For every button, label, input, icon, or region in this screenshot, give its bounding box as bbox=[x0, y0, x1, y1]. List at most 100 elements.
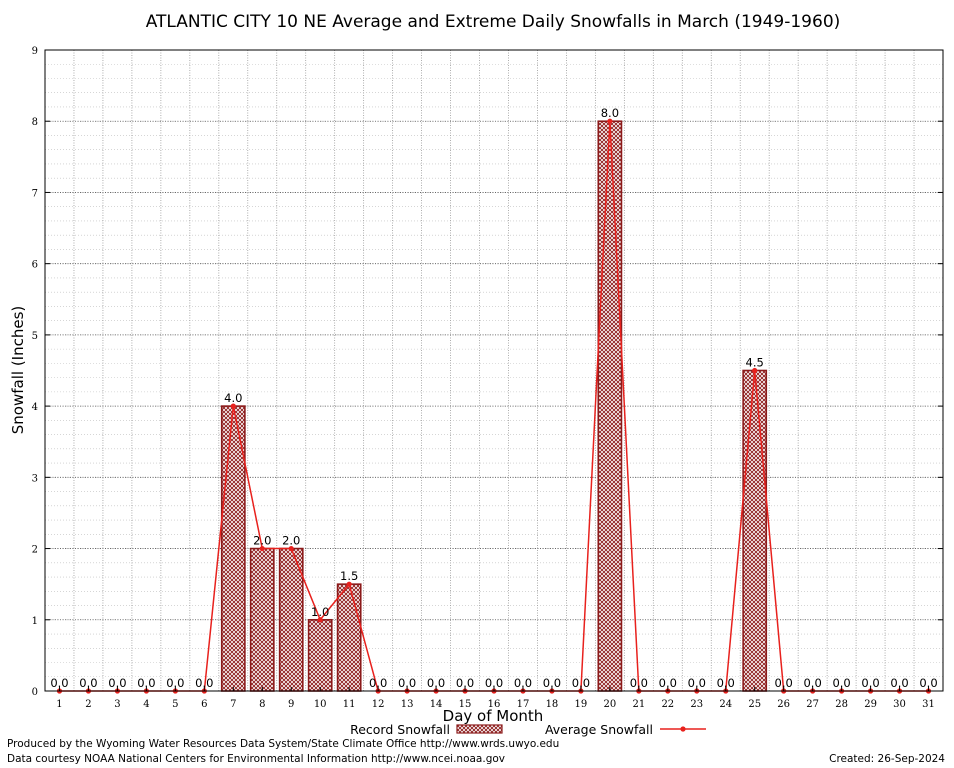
x-tick-label: 1 bbox=[56, 699, 62, 710]
x-tick-label: 19 bbox=[575, 699, 588, 710]
average-snowfall-point bbox=[317, 617, 323, 623]
x-tick-label: 28 bbox=[835, 699, 848, 710]
y-tick-label: 1 bbox=[32, 616, 38, 627]
data-label: 0.0 bbox=[456, 676, 474, 690]
data-label: 0.0 bbox=[166, 676, 184, 690]
data-label: 4.0 bbox=[224, 391, 242, 405]
average-snowfall-point bbox=[346, 581, 352, 587]
x-tick-label: 29 bbox=[864, 699, 877, 710]
x-tick-label: 3 bbox=[114, 699, 120, 710]
x-tick-label: 31 bbox=[922, 699, 935, 710]
data-label: 0.0 bbox=[717, 676, 735, 690]
legend: Record Snowfall Average Snowfall bbox=[350, 722, 706, 737]
y-tick-label: 4 bbox=[32, 402, 38, 413]
data-label: 0.0 bbox=[630, 676, 648, 690]
x-tick-label: 12 bbox=[372, 699, 385, 710]
x-tick-label: 4 bbox=[143, 699, 149, 710]
plot-border bbox=[44, 49, 944, 692]
data-label: 0.0 bbox=[427, 676, 445, 690]
x-tick-label: 23 bbox=[690, 699, 703, 710]
footer-courtesy: Data courtesy NOAA National Centers for … bbox=[7, 753, 506, 765]
data-label: 0.0 bbox=[398, 676, 416, 690]
grid-lines bbox=[45, 49, 943, 692]
data-label: 0.0 bbox=[369, 676, 387, 690]
x-tick-label: 24 bbox=[719, 699, 732, 710]
footer-created: Created: 26-Sep-2024 bbox=[829, 753, 945, 765]
data-label: 0.0 bbox=[485, 676, 503, 690]
x-tick-label: 11 bbox=[343, 699, 356, 710]
x-tick-label: 18 bbox=[546, 699, 559, 710]
data-label: 0.0 bbox=[195, 676, 213, 690]
data-label: 0.0 bbox=[514, 676, 532, 690]
x-tick-label: 14 bbox=[430, 699, 443, 710]
x-tick-label: 26 bbox=[777, 699, 790, 710]
y-tick-label: 8 bbox=[32, 117, 38, 128]
x-tick-label: 17 bbox=[517, 699, 530, 710]
x-axis-label: Day of Month bbox=[443, 707, 544, 725]
average-snowfall-point bbox=[230, 403, 236, 409]
data-label: 4.5 bbox=[746, 356, 764, 370]
record-snowfall-bar bbox=[249, 547, 275, 692]
x-tick-label: 13 bbox=[401, 699, 414, 710]
data-labels: 0.0 0.0 0.0 0.0 0.0 0.0 4.0 2.0 2.0 1.0 1.5 0.0 0.0 0… bbox=[50, 106, 937, 690]
y-tick-label: 3 bbox=[32, 473, 38, 484]
y-tick-label: 6 bbox=[32, 260, 38, 271]
average-snowfall-point bbox=[607, 118, 613, 124]
x-tick-label: 5 bbox=[172, 699, 178, 710]
y-axis-label: Snowfall (Inches) bbox=[9, 306, 27, 434]
y-tick-label: 0 bbox=[32, 687, 38, 698]
average-snowfall-point bbox=[752, 367, 758, 374]
data-label: 0.0 bbox=[543, 676, 561, 690]
x-tick-label: 20 bbox=[604, 699, 617, 710]
x-tick-label: 16 bbox=[488, 699, 501, 710]
average-snowfall-point bbox=[259, 545, 265, 552]
x-tick-label: 15 bbox=[459, 699, 472, 710]
legend-average-marker bbox=[680, 726, 686, 732]
x-tick-label: 10 bbox=[314, 699, 327, 710]
data-label: 2.0 bbox=[282, 534, 300, 548]
y-tick-label: 7 bbox=[32, 188, 38, 199]
record-snowfall-bar bbox=[742, 369, 768, 692]
x-tick-label: 9 bbox=[288, 699, 294, 710]
bars bbox=[220, 120, 768, 692]
record-snowfall-bar bbox=[307, 618, 333, 692]
data-label: 0.0 bbox=[688, 676, 706, 690]
data-label: 0.0 bbox=[890, 676, 908, 690]
x-tick-label: 8 bbox=[259, 699, 265, 710]
x-tick-label: 22 bbox=[661, 699, 674, 710]
data-label: 8.0 bbox=[601, 106, 619, 120]
data-label: 0.0 bbox=[775, 676, 793, 690]
x-tick-label: 6 bbox=[201, 699, 207, 710]
data-label: 1.0 bbox=[311, 605, 329, 619]
y-tick-label: 9 bbox=[32, 46, 38, 57]
chart-title: ATLANTIC CITY 10 NE Average and Extreme … bbox=[146, 12, 841, 32]
x-tick-label: 25 bbox=[748, 699, 761, 710]
legend-record-label: Record Snowfall bbox=[350, 722, 450, 737]
footer-producer: Produced by the Wyoming Water Resources … bbox=[7, 738, 560, 750]
data-label: 0.0 bbox=[919, 676, 937, 690]
x-tick-label: 2 bbox=[85, 699, 91, 710]
data-label: 0.0 bbox=[861, 676, 879, 690]
data-label: 0.0 bbox=[659, 676, 677, 690]
legend-record-swatch bbox=[456, 724, 503, 734]
data-label: 0.0 bbox=[572, 676, 590, 690]
x-tick-label: 21 bbox=[632, 699, 645, 710]
data-label: 0.0 bbox=[108, 676, 126, 690]
data-label: 0.0 bbox=[832, 676, 850, 690]
y-tick-label: 5 bbox=[32, 331, 38, 342]
data-label: 0.0 bbox=[803, 676, 821, 690]
y-tick-label: 2 bbox=[32, 545, 38, 556]
data-label: 0.0 bbox=[137, 676, 155, 690]
data-label: 1.5 bbox=[340, 569, 358, 583]
average-snowfall-point bbox=[288, 545, 294, 552]
legend-average-label: Average Snowfall bbox=[545, 722, 653, 737]
record-snowfall-bar bbox=[597, 120, 623, 692]
data-label: 0.0 bbox=[50, 676, 68, 690]
record-snowfall-bar bbox=[336, 583, 362, 692]
x-tick-label: 27 bbox=[806, 699, 819, 710]
plot-frame bbox=[44, 49, 944, 692]
data-label: 0.0 bbox=[79, 676, 97, 690]
x-tick-label: 7 bbox=[230, 699, 236, 710]
